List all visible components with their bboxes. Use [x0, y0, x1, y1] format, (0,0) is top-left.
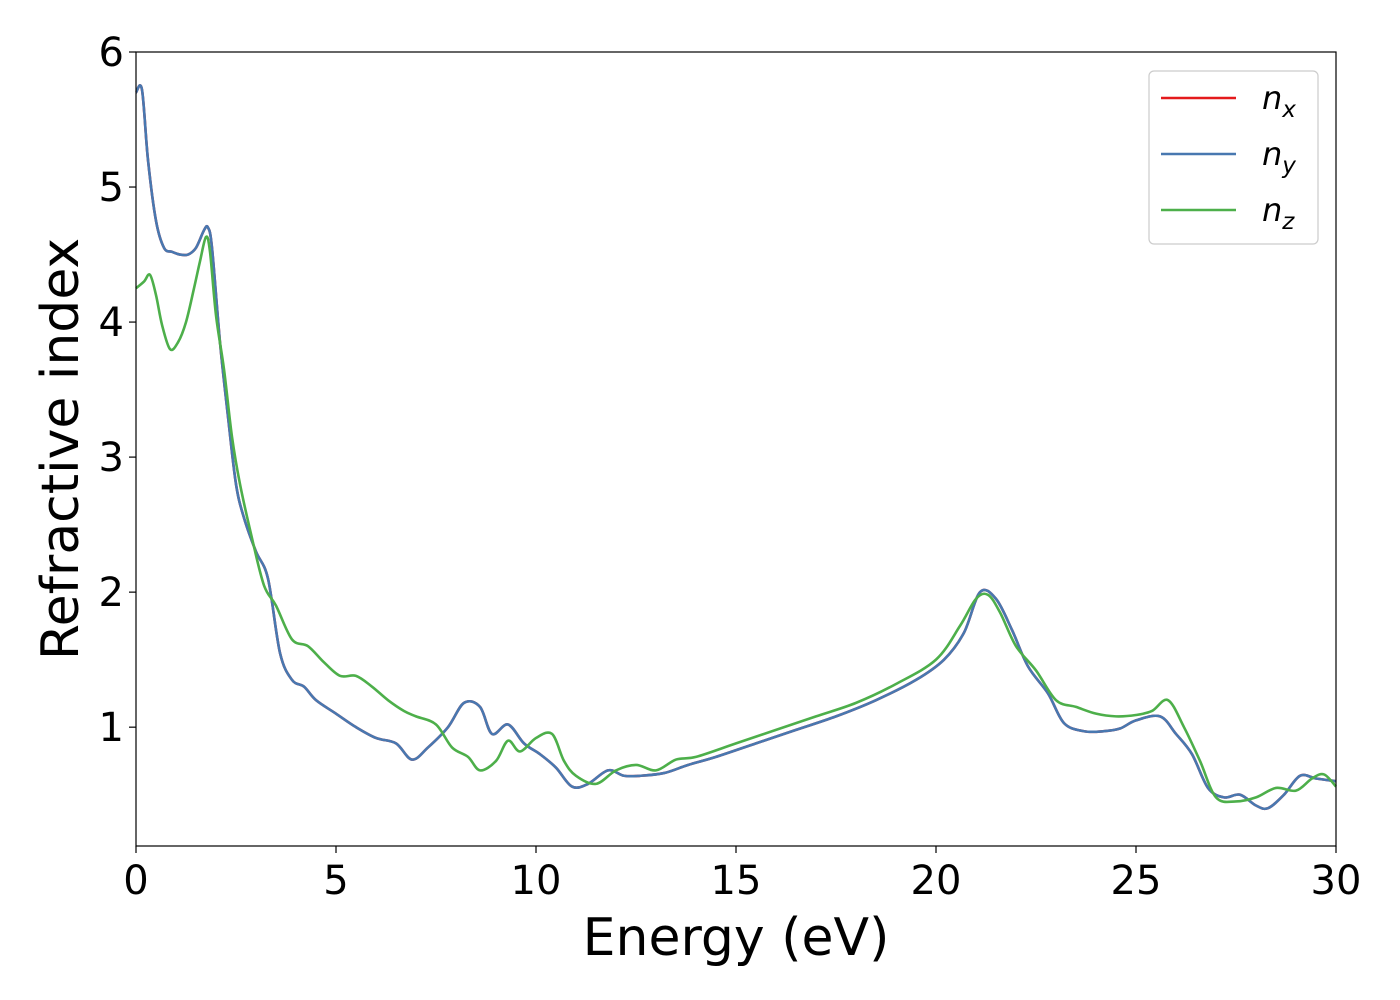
- y-tick-label: 3: [99, 435, 124, 481]
- y-tick-label: 1: [99, 705, 124, 751]
- y-tick-label: 4: [99, 300, 124, 346]
- legend-label-x: nx: [1262, 79, 1296, 123]
- legend-label-subscript: x: [1281, 97, 1296, 123]
- x-axis-label: Energy (eV): [583, 908, 890, 968]
- y-axis-label: Refractive index: [31, 238, 91, 660]
- legend-label-y: ny: [1262, 135, 1296, 179]
- x-tick-label: 30: [1311, 858, 1362, 904]
- x-tick-label: 20: [911, 858, 962, 904]
- legend-label-subscript: z: [1281, 209, 1295, 235]
- legend-label-base: n: [1262, 135, 1282, 173]
- legend-label-subscript: y: [1281, 153, 1296, 179]
- series-layer: [134, 84, 1337, 811]
- legend-box: [1148, 70, 1319, 245]
- y-tick-label: 5: [99, 165, 124, 211]
- x-tick-label: 0: [123, 858, 148, 904]
- legend-label-base: n: [1262, 191, 1282, 229]
- legend-label-z: nz: [1262, 191, 1295, 235]
- x-tick-label: 25: [1111, 858, 1162, 904]
- y-tick-label: 2: [99, 570, 124, 616]
- x-tick-label: 10: [511, 858, 562, 904]
- y-axis-ticks: 1 2 3 4 5 6: [99, 30, 136, 751]
- legend-label-base: n: [1262, 79, 1282, 117]
- y-tick-label: 6: [99, 30, 124, 76]
- x-axis-ticks: 0 5 10 15 20 25 30: [123, 846, 1361, 904]
- series-line-z: [135, 235, 1337, 804]
- x-tick-label: 15: [711, 858, 762, 904]
- x-tick-label: 5: [323, 858, 348, 904]
